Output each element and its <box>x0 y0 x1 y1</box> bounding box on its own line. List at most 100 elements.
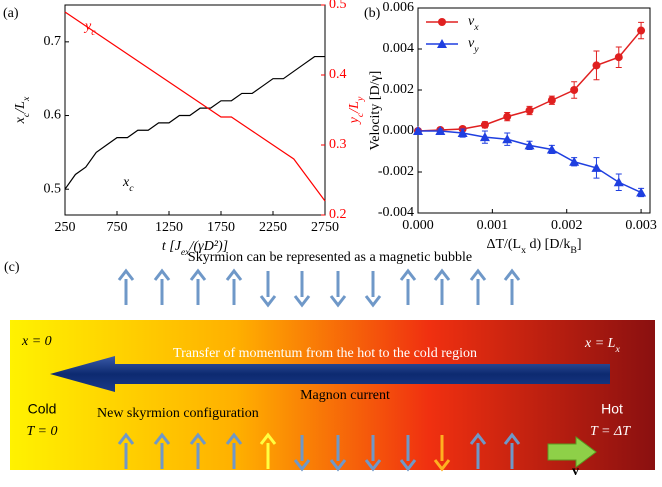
y-axis-label-part: x <box>21 96 32 102</box>
x-axis-label-part: t [J <box>162 239 182 254</box>
marker <box>569 156 580 166</box>
spin-arrow <box>117 432 135 469</box>
y2-axis-label-part: c <box>355 112 366 117</box>
x-tick-label: 250 <box>55 220 76 235</box>
series-line <box>417 30 642 132</box>
marker <box>636 187 647 197</box>
spin-arrow <box>399 435 417 472</box>
series-annotation-part: x <box>122 175 130 190</box>
y2-axis-label: yc/Ly <box>347 96 366 125</box>
series-line <box>64 11 326 202</box>
panel-label: (a) <box>3 6 19 21</box>
series-annotation-part: c <box>129 183 134 194</box>
marker <box>503 112 512 121</box>
hot-temp: T = ΔT <box>590 424 631 439</box>
series-annotation-part: c <box>91 27 96 38</box>
marker <box>613 177 624 187</box>
marker <box>457 128 468 138</box>
marker <box>591 162 602 172</box>
velocity-arrow <box>547 436 597 468</box>
spin-arrow <box>189 432 207 469</box>
legend-marker <box>438 18 446 26</box>
spin-arrow <box>259 271 277 308</box>
spin-arrow <box>433 268 451 305</box>
x-tick-label: 0.000 <box>402 218 434 233</box>
x-axis-label-part: ΔT/(L <box>486 237 521 252</box>
series-annotation-part: y <box>83 19 92 34</box>
spin-arrow <box>469 268 487 305</box>
spin-arrow <box>329 271 347 308</box>
config-label: New skyrmion configuration <box>97 406 259 421</box>
spin-arrow <box>225 432 243 469</box>
marker <box>547 96 556 105</box>
marker <box>479 132 490 142</box>
x-axis-label-part: x <box>521 245 526 256</box>
spin-arrow <box>399 268 417 305</box>
y-axis-label-part: x <box>13 116 28 124</box>
x-tick-label: 0.002 <box>551 218 583 233</box>
y-tick-label: 0.004 <box>383 41 415 56</box>
spin-arrow <box>364 271 382 308</box>
legend-label: vx <box>468 14 479 33</box>
y-axis-label-part: Velocity [D/γ] <box>368 71 383 151</box>
x-axis-label-part: ] <box>577 237 582 252</box>
spin-arrow <box>329 435 347 472</box>
legend-marker <box>437 39 447 48</box>
marker <box>435 126 446 135</box>
marker <box>480 120 489 129</box>
marker <box>413 126 423 135</box>
spin-arrow <box>503 268 521 305</box>
y-tick-label: 0.6 <box>44 108 62 123</box>
y-axis-label: xc/Lx <box>13 96 32 124</box>
position-label: x = Lx <box>584 336 620 355</box>
y-tick-label: 0.006 <box>383 0 415 15</box>
x-tick-label: 1750 <box>207 220 235 235</box>
plot-frame <box>64 4 326 216</box>
y2-tick-label: 0.3 <box>329 137 347 152</box>
y2-tick-label: 0.5 <box>329 0 347 12</box>
spin-arrow <box>364 435 382 472</box>
x-axis-label-part: B <box>570 245 577 256</box>
spin-arrow <box>153 268 171 305</box>
marker <box>614 53 623 62</box>
panel-label: (b) <box>364 6 381 21</box>
y-tick-label: 0.7 <box>44 34 62 49</box>
panel-label: (c) <box>4 260 20 275</box>
spin-arrow <box>117 268 135 305</box>
y-axis-label-part: c <box>21 112 32 117</box>
spin-arrow <box>225 268 243 305</box>
marker <box>524 140 535 150</box>
x-axis-label-part: d) [D/k <box>526 237 570 252</box>
spin-arrow <box>503 432 521 469</box>
transfer-label: Transfer of momentum from the hot to the… <box>173 346 477 361</box>
marker <box>637 26 646 35</box>
marker <box>525 106 534 115</box>
y-axis-label-part: /L <box>13 101 28 114</box>
spin-arrow <box>293 435 311 472</box>
series-annotation: xc <box>122 175 134 194</box>
caption: Skyrmion can be represented as a magneti… <box>188 250 472 265</box>
magnon-arrow <box>50 356 610 392</box>
x-tick-label: 2750 <box>311 220 339 235</box>
marker <box>546 144 557 154</box>
y-tick-label: 0.5 <box>44 181 62 196</box>
plot-frame <box>417 7 651 214</box>
legend-label: vy <box>468 36 479 55</box>
spin-arrow <box>153 432 171 469</box>
series-annotation: yc <box>83 19 96 38</box>
y-tick-label: -0.004 <box>378 205 414 220</box>
x-axis-label-part: ex <box>181 247 190 258</box>
spin-arrow <box>469 432 487 469</box>
x-tick-label: 2250 <box>259 220 287 235</box>
y2-axis-label-part: /L <box>347 101 362 114</box>
position-label-part: x = L <box>584 336 616 351</box>
marker <box>502 134 513 144</box>
spin-arrow <box>259 432 277 469</box>
spin-arrow <box>189 268 207 305</box>
series-line <box>418 130 642 194</box>
position-label-part: x <box>614 344 620 355</box>
marker <box>592 61 601 70</box>
y-tick-label: 0.002 <box>383 82 415 97</box>
x-axis-label: t [Jex/(γD²)] <box>162 239 228 258</box>
